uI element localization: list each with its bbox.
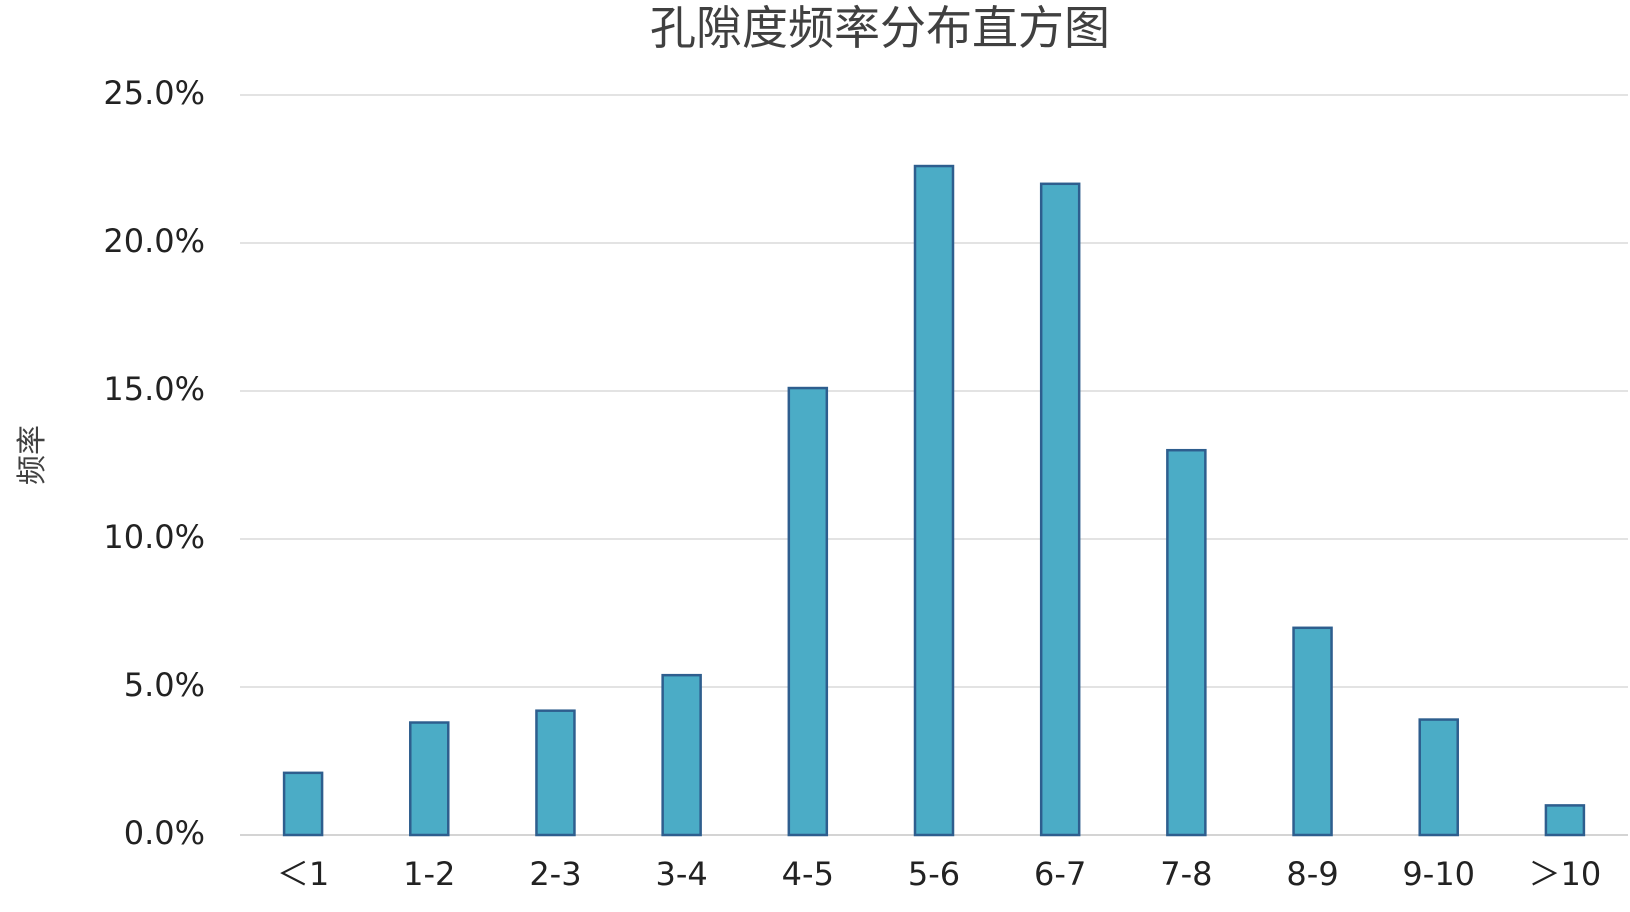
x-tick-label: 6-7 (1034, 855, 1086, 893)
x-tick-label: 4-5 (782, 855, 834, 893)
x-tick-label: ＜1 (277, 855, 329, 893)
bar (1166, 448, 1207, 837)
bars (282, 164, 1586, 837)
bar (1418, 718, 1459, 837)
y-tick-label: 5.0% (124, 666, 205, 704)
bar (787, 386, 829, 837)
x-tick-label: 7-8 (1160, 855, 1212, 893)
x-tick-label: 3-4 (656, 855, 708, 893)
x-tick-label: 8-9 (1286, 855, 1338, 893)
bar (282, 771, 324, 837)
bar (1544, 804, 1586, 837)
y-tick-label: 25.0% (103, 74, 205, 112)
x-tick-label: ＞10 (1529, 855, 1602, 893)
y-tick-label: 0.0% (124, 814, 205, 852)
x-tick-label: 1-2 (403, 855, 455, 893)
bar (409, 721, 450, 837)
y-tick-label: 20.0% (103, 222, 205, 260)
x-tick-label: 5-6 (908, 855, 960, 893)
bar (535, 709, 576, 837)
y-axis-ticks: 0.0% 5.0% 10.0% 15.0% 20.0% 25.0% (103, 74, 205, 852)
x-axis-ticks: ＜1 1-2 2-3 3-4 4-5 5-6 6-7 7-8 8-9 9-10 ＞10 (277, 855, 1601, 893)
bar (913, 164, 955, 837)
y-axis-title: 频率 (15, 425, 50, 485)
x-tick-label: 9-10 (1402, 855, 1475, 893)
x-tick-label: 2-3 (529, 855, 581, 893)
bar (1039, 182, 1081, 837)
bar (1292, 626, 1333, 837)
y-tick-label: 15.0% (103, 370, 205, 408)
y-tick-label: 10.0% (103, 518, 205, 556)
chart-title: 孔隙度频率分布直方图 (650, 1, 1110, 55)
bar (661, 673, 702, 837)
